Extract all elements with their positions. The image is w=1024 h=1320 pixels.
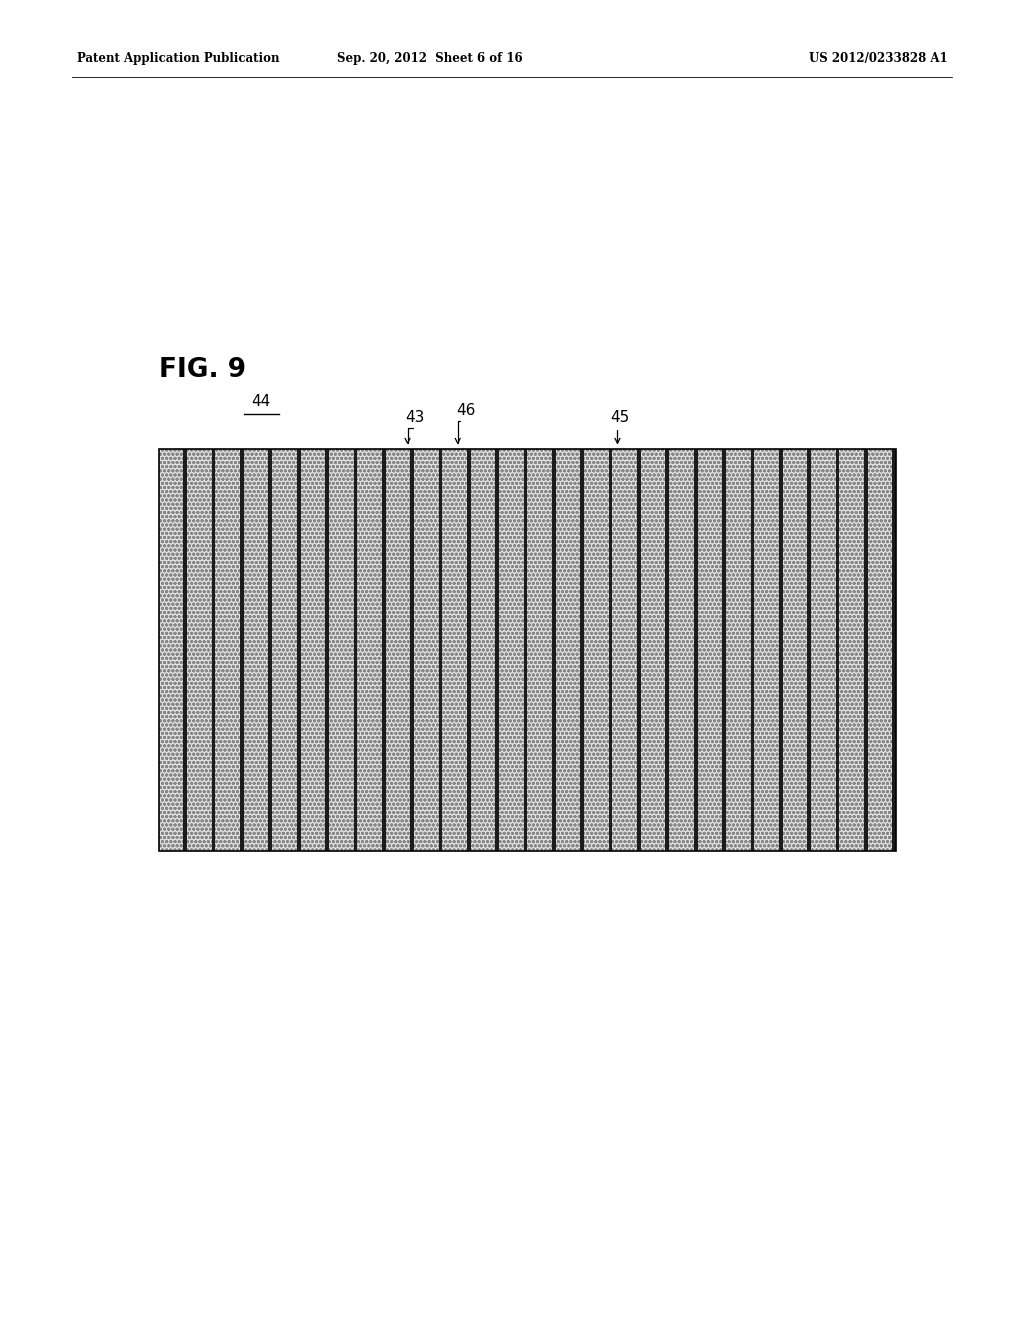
Bar (556, 449, 581, 851)
Bar (637, 449, 641, 851)
Bar (864, 449, 867, 851)
Bar (215, 449, 240, 851)
Bar (357, 449, 382, 851)
Text: US 2012/0233828 A1: US 2012/0233828 A1 (809, 51, 947, 65)
Bar (584, 449, 608, 851)
Bar (755, 449, 779, 851)
Bar (556, 449, 581, 851)
Bar (467, 449, 471, 851)
Bar (697, 449, 722, 851)
Bar (187, 449, 212, 851)
Bar (811, 449, 836, 851)
Bar (581, 449, 584, 851)
Bar (244, 449, 268, 851)
Bar (726, 449, 751, 851)
Bar (807, 449, 811, 851)
Bar (329, 449, 353, 851)
Bar (326, 449, 329, 851)
Bar (552, 449, 556, 851)
Text: Sep. 20, 2012  Sheet 6 of 16: Sep. 20, 2012 Sheet 6 of 16 (337, 51, 523, 65)
Text: 46: 46 (457, 404, 475, 418)
Bar (840, 449, 864, 851)
Bar (612, 449, 637, 851)
Bar (240, 449, 244, 851)
Bar (442, 449, 467, 851)
Text: 44: 44 (252, 395, 270, 409)
Bar (666, 449, 669, 851)
Bar (867, 449, 892, 851)
Bar (411, 449, 414, 851)
Bar (329, 449, 353, 851)
Bar (382, 449, 386, 851)
Bar (300, 449, 326, 851)
Bar (499, 449, 523, 851)
Bar (608, 449, 612, 851)
Bar (183, 449, 187, 851)
Bar (353, 449, 357, 851)
Bar (612, 449, 637, 851)
Bar (414, 449, 438, 851)
Bar (782, 449, 807, 851)
Bar (836, 449, 840, 851)
Bar (159, 449, 183, 851)
Bar (386, 449, 411, 851)
Bar (244, 449, 268, 851)
Bar (527, 449, 552, 851)
Bar (726, 449, 751, 851)
Bar (527, 449, 552, 851)
Bar (159, 449, 896, 851)
Bar (641, 449, 666, 851)
Text: Patent Application Publication: Patent Application Publication (77, 51, 280, 65)
Bar (212, 449, 215, 851)
Bar (187, 449, 212, 851)
Bar (159, 449, 896, 851)
Bar (751, 449, 755, 851)
Bar (414, 449, 438, 851)
Bar (442, 449, 467, 851)
Bar (386, 449, 411, 851)
Bar (669, 449, 694, 851)
Bar (694, 449, 697, 851)
Bar (300, 449, 326, 851)
Bar (272, 449, 297, 851)
Text: FIG. 9: FIG. 9 (159, 356, 246, 383)
Bar (779, 449, 782, 851)
Bar (297, 449, 300, 851)
Bar (892, 449, 896, 851)
Bar (357, 449, 382, 851)
Text: 45: 45 (610, 411, 629, 425)
Bar (471, 449, 496, 851)
Bar (438, 449, 442, 851)
Bar (159, 449, 183, 851)
Bar (840, 449, 864, 851)
Bar (268, 449, 272, 851)
Bar (669, 449, 694, 851)
Bar (584, 449, 608, 851)
Bar (496, 449, 499, 851)
Bar (722, 449, 726, 851)
Bar (471, 449, 496, 851)
Bar (782, 449, 807, 851)
Text: 43: 43 (406, 411, 424, 425)
Bar (499, 449, 523, 851)
Bar (215, 449, 240, 851)
Bar (811, 449, 836, 851)
Bar (272, 449, 297, 851)
Bar (641, 449, 666, 851)
Bar (523, 449, 527, 851)
Bar (697, 449, 722, 851)
Bar (755, 449, 779, 851)
Bar (867, 449, 892, 851)
